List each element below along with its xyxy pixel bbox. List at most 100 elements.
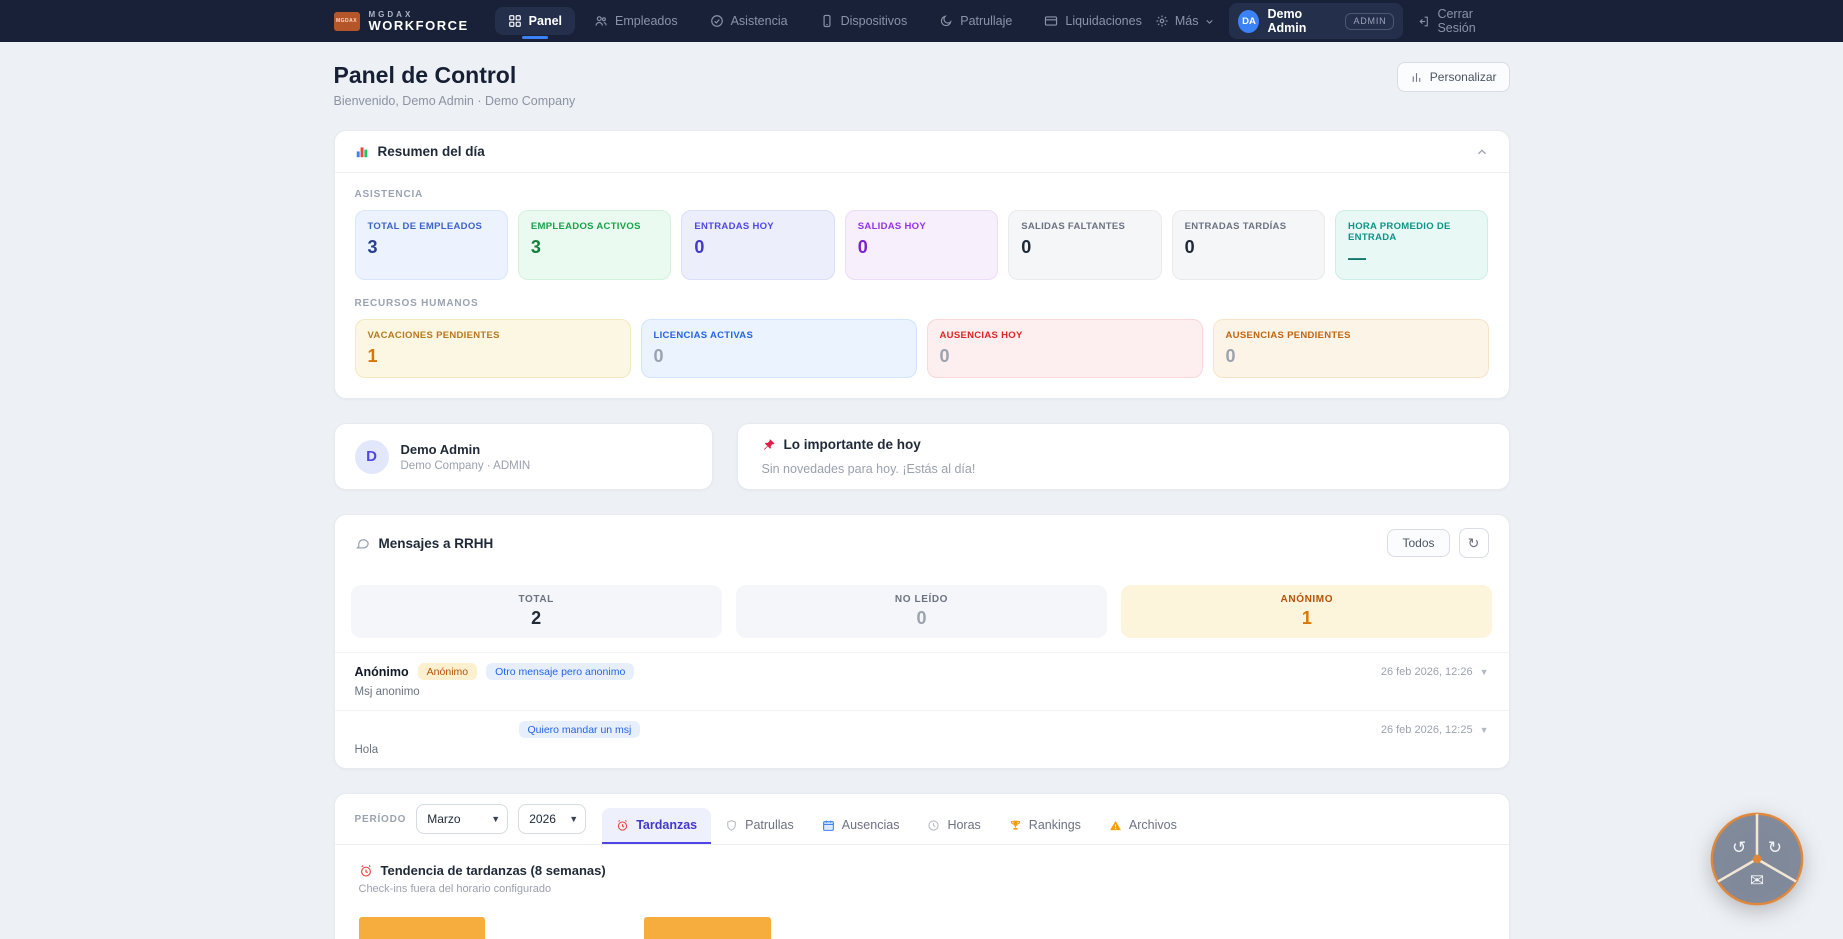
tab-label: Ausencias (841, 818, 900, 832)
columns-icon (1410, 71, 1423, 84)
stat-vacaciones-pendientes: VACACIONES PENDIENTES 1 (354, 319, 631, 378)
chart-subtitle: Check-ins fuera del horario configurado (358, 883, 552, 895)
nav-item-dispositivos[interactable]: Dispositivos (807, 7, 921, 35)
tab-horas[interactable]: Horas (913, 808, 994, 844)
message-subject-badge[interactable]: Otro mensaje pero anonimo (486, 663, 635, 680)
stat-entradas-hoy: ENTRADAS HOY 0 (681, 210, 835, 280)
stat-empleados-activos: EMPLEADOS ACTIVOS 3 (517, 210, 672, 280)
stat-total-empleados: TOTAL DE EMPLEADOS 3 (354, 210, 508, 280)
message-body: Hola (354, 744, 379, 756)
role-badge: ADMIN (1345, 12, 1395, 30)
tab-ausencias[interactable]: Ausencias (808, 808, 914, 844)
stat-licencias-activas: LICENCIAS ACTIVAS 0 (640, 319, 917, 378)
tardiness-chart-section: Tendencia de tardanzas (8 semanas) Check… (335, 845, 1509, 939)
customize-button[interactable]: Personalizar (1396, 62, 1510, 92)
more-label: Más (1174, 14, 1199, 28)
tab-tardanzas[interactable]: Tardanzas (602, 808, 712, 844)
year-select-wrap: 2026 ▼ (518, 804, 587, 834)
nav-item-label: Panel (528, 14, 563, 28)
tab-label: Horas (947, 818, 981, 832)
alarm-icon (616, 819, 629, 832)
tab-rankings[interactable]: Rankings (995, 808, 1095, 844)
expand-caret-icon[interactable]: ▼ (1479, 666, 1489, 677)
tab-label: Patrullas (745, 818, 794, 832)
top-navbar: MGDAX MGDAX WORKFORCE Panel Empleados As… (0, 0, 1843, 42)
chevron-up-icon[interactable] (1475, 145, 1489, 159)
redo-icon[interactable]: ↻ (1767, 838, 1782, 857)
today-empty-text: Sin novedades para hoy. ¡Estás al día! (761, 462, 976, 476)
nav-item-asistencia[interactable]: Asistencia (697, 7, 801, 35)
year-select[interactable]: 2026 (518, 804, 587, 834)
stat-total-mensajes: TOTAL 2 (350, 585, 722, 638)
nav-item-label: Patrullaje (960, 14, 1013, 28)
tab-label: Tardanzas (636, 818, 698, 832)
nav-item-patrullaje[interactable]: Patrullaje (926, 7, 1025, 35)
chat-bubble-icon (355, 536, 370, 551)
nav-item-label: Dispositivos (840, 14, 908, 28)
user-menu[interactable]: DA Demo Admin ADMIN (1229, 3, 1404, 39)
stat-ausencias-pendientes: AUSENCIAS PENDIENTES 0 (1212, 319, 1489, 378)
analytics-tabs: Tardanzas Patrullas Ausencias Horas Rank… (602, 808, 1191, 844)
floating-action-widget[interactable]: ↺ ↻ ✉ (1709, 811, 1805, 907)
summary-title: Resumen del día (377, 144, 485, 159)
nav-item-empleados[interactable]: Empleados (581, 7, 691, 35)
bar-slot (358, 917, 486, 939)
tab-label: Rankings (1028, 818, 1081, 832)
nav-item-panel[interactable]: Panel (494, 7, 576, 35)
period-label: PERÍODO (354, 813, 407, 825)
message-row[interactable]: Anónimo Anónimo Otro mensaje pero anonim… (334, 652, 1509, 710)
more-menu[interactable]: Más (1155, 14, 1216, 28)
stat-anonimo: ANÓNIMO 1 (1121, 585, 1493, 638)
grid-icon (508, 14, 522, 28)
messages-stats-row: TOTAL 2 NO LEÍDO 0 ANÓNIMO 1 (335, 571, 1509, 642)
stat-entradas-tardias: ENTRADAS TARDÍAS 0 (1171, 210, 1326, 280)
messages-title: Mensajes a RRHH (378, 535, 494, 551)
bar-slot (644, 917, 771, 939)
nav-item-liquidaciones[interactable]: Liquidaciones (1031, 7, 1154, 35)
brand-bottom: WORKFORCE (368, 18, 469, 33)
tab-patrullas[interactable]: Patrullas (711, 808, 808, 844)
undo-icon[interactable]: ↺ (1732, 838, 1747, 857)
card-icon (1044, 14, 1058, 28)
clock-icon (927, 819, 940, 832)
profile-card: D Demo Admin Demo Company · ADMIN (333, 423, 713, 490)
radial-menu (1710, 812, 1804, 906)
refresh-button[interactable]: ↻ (1458, 528, 1489, 558)
brand-logo-icon: MGDAX (333, 11, 360, 31)
expand-caret-icon[interactable]: ▼ (1479, 724, 1489, 735)
stat-ausencias-hoy: AUSENCIAS HOY 0 (926, 319, 1203, 378)
messages-list: Anónimo Anónimo Otro mensaje pero anonim… (334, 652, 1509, 768)
period-analytics-card: PERÍODO Marzo ▼ 2026 ▼ Tardanzas Patrull… (333, 793, 1510, 939)
stat-no-leido: NO LEÍDO 0 (735, 585, 1108, 638)
chart-title: Tendencia de tardanzas (8 semanas) (380, 863, 606, 878)
attendance-stats-row: TOTAL DE EMPLEADOS 3 EMPLEADOS ACTIVOS 3 E… (354, 210, 1489, 280)
brand[interactable]: MGDAX MGDAX WORKFORCE (333, 10, 469, 33)
month-select[interactable]: Marzo (416, 804, 509, 834)
hr-stats-row: VACACIONES PENDIENTES 1 LICENCIAS ACTIVAS… (354, 319, 1489, 378)
message-row[interactable]: Quiero mandar un msj 26 feb 2026, 12:25 ▼… (334, 710, 1509, 768)
logout-label: Cerrar Sesión (1437, 7, 1476, 35)
refresh-icon: ↻ (1467, 534, 1480, 551)
calendar-icon (822, 819, 835, 832)
smartphone-icon (820, 14, 834, 28)
logout-button[interactable]: Cerrar Sesión (1417, 7, 1509, 35)
tab-archivos[interactable]: Archivos (1095, 808, 1191, 844)
message-body: Msj anonimo (354, 686, 420, 698)
pin-icon (762, 438, 776, 452)
message-date: 26 feb 2026, 12:26 (1380, 665, 1473, 678)
tardiness-bar-chart (358, 917, 1485, 939)
main-nav: Panel Empleados Asistencia Dispositivos … (494, 7, 1155, 35)
mail-icon[interactable]: ✉ (1749, 871, 1765, 890)
message-subject-badge[interactable]: Quiero mandar un msj (518, 721, 641, 738)
customize-label: Personalizar (1429, 70, 1497, 84)
bar-chart-icon (355, 145, 369, 159)
filter-label: Todos (1402, 536, 1435, 550)
anonymous-badge: Anónimo (417, 663, 478, 680)
nav-item-label: Empleados (615, 14, 678, 28)
trophy-icon (1009, 819, 1022, 832)
messages-filter-button[interactable]: Todos (1387, 529, 1450, 557)
logout-icon (1417, 15, 1430, 28)
nav-item-label: Asistencia (730, 14, 788, 28)
nav-item-label: Liquidaciones (1065, 14, 1142, 28)
stat-salidas-faltantes: SALIDAS FALTANTES 0 (1008, 210, 1162, 280)
